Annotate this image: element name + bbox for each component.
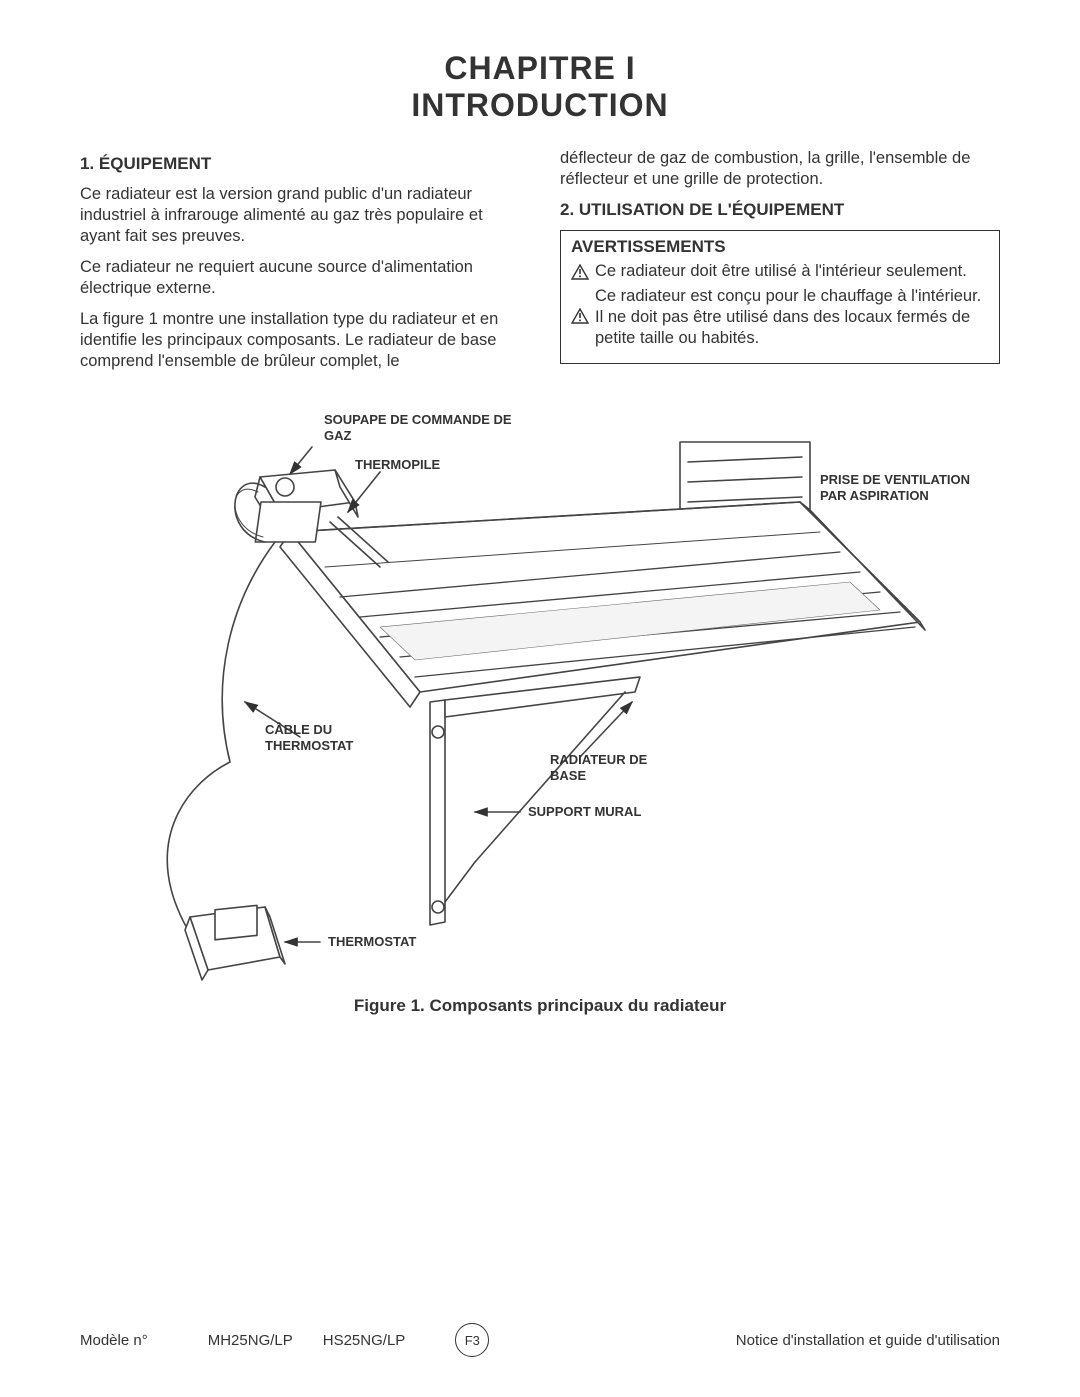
label-support: SUPPORT MURAL: [528, 804, 641, 820]
chapter-title: CHAPITRE I INTRODUCTION: [330, 50, 750, 124]
left-column: 1. ÉQUIPEMENT Ce radiateur est la versio…: [80, 148, 520, 383]
label-soupape: SOUPAPE DE COMMANDE DE GAZ: [324, 412, 524, 443]
chapter-line2: INTRODUCTION: [330, 87, 750, 124]
para-3: La figure 1 montre une installation type…: [80, 309, 520, 372]
warning-2-text: Ce radiateur est conçu pour le chauffage…: [595, 286, 989, 349]
footer-model-1: MH25NG/LP: [208, 1332, 293, 1349]
page-number: F3: [465, 1333, 480, 1348]
figure-caption: Figure 1. Composants principaux du radia…: [80, 996, 1000, 1016]
label-cable: CÂBLE DU THERMOSTAT: [265, 722, 375, 753]
para-continuation: déflecteur de gaz de combustion, la gril…: [560, 148, 1000, 190]
label-thermostat: THERMOSTAT: [328, 934, 416, 950]
warnings-box: AVERTISSEMENTS Ce radiateur doit être ut…: [560, 230, 1000, 364]
two-column-layout: 1. ÉQUIPEMENT Ce radiateur est la versio…: [80, 148, 1000, 383]
warning-1-text: Ce radiateur doit être utilisé à l'intér…: [595, 261, 967, 282]
footer-doc-title: Notice d'installation et guide d'utilisa…: [736, 1332, 1000, 1349]
page-footer: Modèle n° MH25NG/LP HS25NG/LP F3 Notice …: [80, 1323, 1000, 1357]
warning-1: Ce radiateur doit être utilisé à l'intér…: [571, 261, 989, 282]
label-radiateur: RADIATEUR DE BASE: [550, 752, 670, 783]
page-number-badge: F3: [455, 1323, 489, 1357]
figure-1: SOUPAPE DE COMMANDE DE GAZ THERMOPILE PR…: [80, 402, 1000, 992]
warning-2: Ce radiateur est conçu pour le chauffage…: [571, 286, 989, 349]
warning-icon: [571, 308, 589, 324]
footer-model-label: Modèle n°: [80, 1332, 148, 1349]
label-prise: PRISE DE VENTILATION PAR ASPIRATION: [820, 472, 990, 503]
chapter-line1: CHAPITRE I: [330, 50, 750, 87]
section-2-heading: 2. UTILISATION DE L'ÉQUIPEMENT: [560, 200, 1000, 220]
para-1: Ce radiateur est la version grand public…: [80, 184, 520, 247]
right-column: déflecteur de gaz de combustion, la gril…: [560, 148, 1000, 383]
section-1-heading: 1. ÉQUIPEMENT: [80, 154, 520, 174]
footer-model-2: HS25NG/LP: [323, 1332, 406, 1349]
warnings-title: AVERTISSEMENTS: [571, 237, 989, 257]
label-thermopile: THERMOPILE: [355, 457, 440, 473]
para-2: Ce radiateur ne requiert aucune source d…: [80, 257, 520, 299]
warning-icon: [571, 264, 589, 280]
